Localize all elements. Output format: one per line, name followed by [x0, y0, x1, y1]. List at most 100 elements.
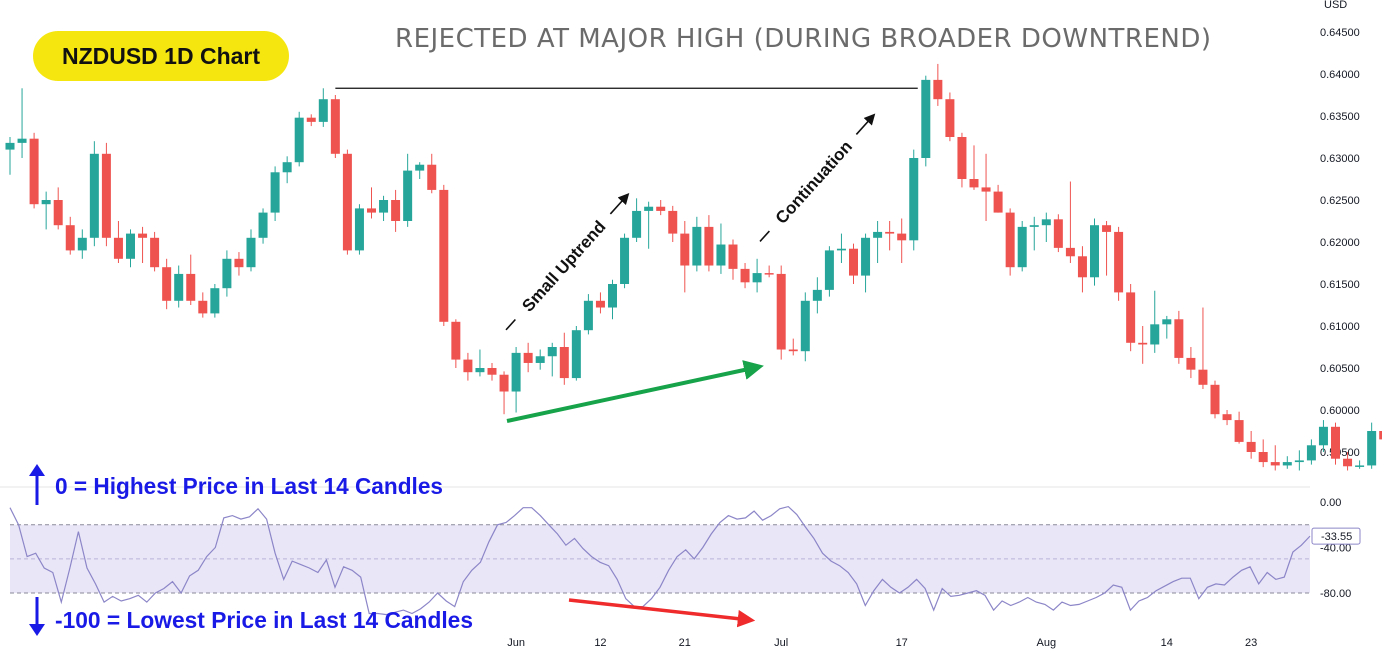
candle	[535, 349, 545, 370]
candle	[1294, 450, 1304, 471]
time-tick-label: Jul	[774, 637, 788, 649]
price-tick-label: 0.63000	[1320, 153, 1360, 165]
candle	[282, 156, 292, 184]
candle	[354, 204, 364, 255]
candle-body	[993, 191, 1003, 213]
candle	[451, 319, 461, 368]
candle-body	[210, 288, 220, 314]
candle-body	[1343, 458, 1353, 467]
candle-body	[1138, 342, 1148, 345]
candle-body	[41, 200, 51, 205]
candle	[571, 326, 581, 381]
candle-body	[306, 117, 316, 122]
candle-body	[101, 153, 111, 238]
candle	[427, 153, 437, 194]
candle-body	[909, 158, 919, 241]
price-tick-label: 0.61500	[1320, 279, 1360, 291]
candle-body	[463, 359, 473, 373]
candle-body	[1318, 426, 1328, 446]
candle-body	[186, 273, 196, 301]
candle	[1282, 456, 1292, 469]
candle	[1367, 422, 1377, 469]
candle	[258, 208, 268, 244]
candle-body	[764, 273, 774, 275]
candle-body	[29, 138, 39, 205]
continuation-arrow-icon	[855, 113, 876, 135]
candle-body	[379, 200, 389, 213]
time-tick-label: 14	[1161, 637, 1173, 649]
small-uptrend-dash-icon	[505, 318, 516, 331]
candle-body	[1005, 212, 1015, 268]
candle-body	[1017, 226, 1027, 268]
williams-r-line	[9, 505, 1311, 616]
candle	[5, 137, 15, 175]
candle-body	[1065, 247, 1075, 257]
candle	[836, 233, 846, 263]
candle-body	[330, 99, 340, 154]
candle	[656, 200, 666, 216]
candle	[463, 352, 473, 381]
candle	[126, 229, 135, 268]
candle	[1186, 347, 1196, 379]
candle-body	[77, 237, 87, 251]
candle-body	[1186, 357, 1196, 370]
candle-body	[632, 210, 642, 238]
candle	[270, 166, 280, 221]
candle-body	[812, 289, 822, 301]
candle-body	[800, 300, 810, 352]
candle	[1222, 410, 1232, 426]
small-uptrend-annotation: Small Uptrend	[505, 192, 630, 331]
candle	[29, 132, 39, 209]
candle	[957, 132, 967, 188]
candle	[776, 265, 786, 360]
candle-body	[644, 206, 654, 211]
candlestick-series	[5, 63, 1382, 471]
top-label-annotation: 0 = Highest Price in Last 14 Candles	[29, 464, 443, 505]
candle	[1017, 221, 1027, 272]
candle-body	[559, 347, 569, 379]
candle-body	[583, 300, 593, 331]
candle	[89, 141, 99, 247]
candle-body	[1234, 420, 1244, 442]
candle-body	[740, 268, 750, 283]
time-tick-label: 21	[679, 637, 691, 649]
candle-body	[1294, 460, 1304, 463]
candle	[680, 221, 690, 293]
candle-body	[246, 237, 256, 268]
candle	[1379, 431, 1382, 440]
candle	[993, 184, 1003, 213]
candle	[1126, 284, 1136, 352]
candle	[499, 371, 509, 415]
red-lower-low-arrow	[568, 598, 756, 628]
candle	[150, 231, 160, 272]
candle	[210, 284, 220, 318]
candle	[873, 221, 883, 263]
candle	[53, 187, 63, 230]
top-label-text: 0 = Highest Price in Last 14 Candles	[55, 473, 443, 499]
time-tick-label: Jun	[507, 637, 525, 649]
candle	[379, 195, 389, 221]
candle-body	[1150, 324, 1160, 345]
candle	[740, 263, 750, 289]
candle	[897, 218, 907, 263]
time-axis: Jun 12 21 Jul 17 Aug 14 23	[507, 637, 1257, 649]
candle	[1246, 431, 1256, 459]
candle-body	[65, 225, 75, 251]
bottom-label-text: -100 = Lowest Price in Last 14 Candles	[55, 607, 473, 633]
candle-body	[138, 233, 148, 238]
candle-body	[824, 250, 834, 290]
candle	[1234, 411, 1244, 444]
candle	[595, 292, 605, 314]
candle-body	[499, 374, 509, 392]
candle	[692, 216, 702, 272]
candle-body	[198, 300, 208, 314]
candle	[583, 294, 593, 335]
small-uptrend-label: Small Uptrend	[518, 217, 609, 315]
small-uptrend-arrow-icon	[609, 192, 630, 215]
oscillator-band	[10, 524, 1310, 593]
candle-body	[1174, 319, 1184, 358]
candle	[1090, 218, 1099, 286]
candle	[933, 63, 943, 106]
candle-body	[547, 347, 557, 357]
